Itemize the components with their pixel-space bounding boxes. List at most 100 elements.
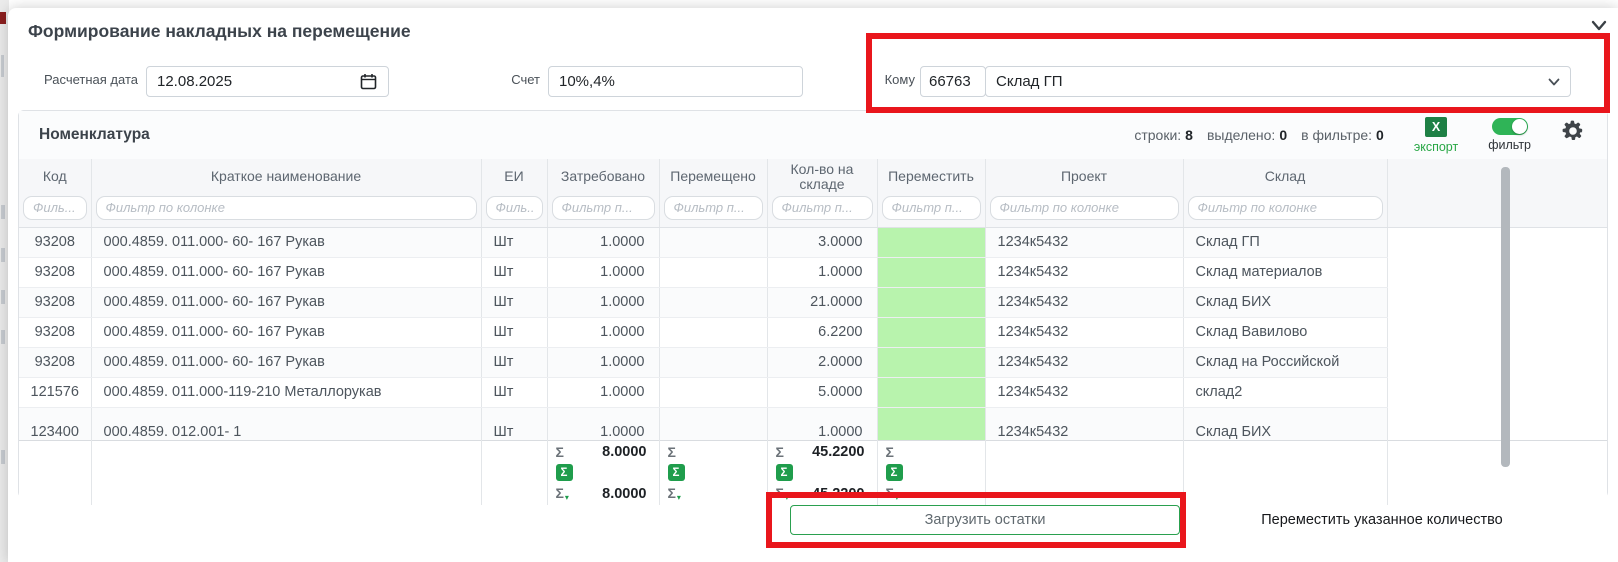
cell-project: 1234к5432 <box>985 317 1184 348</box>
column-header-проект[interactable]: Проект <box>985 159 1184 195</box>
account-label: Счет <box>511 72 540 87</box>
grid-stats: строки: 8 выделено: 0 в фильтре: 0 <box>1134 127 1384 143</box>
cell-warehouse: Склад БИХ <box>1183 407 1388 440</box>
column-header-краткое-наименование[interactable]: Краткое наименование <box>91 159 482 195</box>
filter-input-затребовано[interactable] <box>551 195 655 220</box>
cell-stock: 2.0000 <box>767 347 878 378</box>
sum-icon: Σ <box>775 443 784 460</box>
sum-button[interactable]: Σ <box>667 464 685 482</box>
cell-stock: 1.0000 <box>767 407 878 440</box>
filter-input-переместить[interactable] <box>881 195 981 220</box>
table-row[interactable]: 93208 000.4859. 011.000- 60- 167 Рукав Шт 1… <box>19 317 1607 348</box>
sum-button[interactable]: Σ <box>775 464 793 482</box>
cell-unit: Шт <box>481 257 548 288</box>
background-page-sliver <box>0 0 9 562</box>
move-quantity-button[interactable]: Переместить указанное количество <box>1192 505 1572 535</box>
table-row[interactable]: 123400 000.4859. 012.001- 1 Шт 1.0000 1.0000… <box>19 407 1607 440</box>
column-header-кол-во-на-складе[interactable]: Кол-во на складе <box>767 159 878 195</box>
table-row[interactable]: 93208 000.4859. 011.000- 60- 167 Рукав Шт 1… <box>19 227 1607 258</box>
sum-button[interactable]: Σ <box>555 464 573 482</box>
cell-code: 93208 <box>19 347 92 378</box>
cell-project: 1234к5432 <box>985 347 1184 378</box>
filter-toggle[interactable]: фильтр <box>1488 118 1531 152</box>
column-header-склад[interactable]: Склад <box>1183 159 1388 195</box>
excel-export-button[interactable]: X экспорт <box>1414 116 1458 154</box>
cell-move[interactable] <box>877 227 986 258</box>
filler-cell <box>1387 439 1607 505</box>
cell-move[interactable] <box>877 377 986 408</box>
table-row[interactable]: 93208 000.4859. 011.000- 60- 167 Рукав Шт 1… <box>19 287 1607 318</box>
cell-unit: Шт <box>481 287 548 318</box>
filter-input-проект[interactable] <box>989 195 1179 220</box>
cell-warehouse: Склад ГП <box>1183 227 1388 258</box>
cell-name: 000.4859. 012.001- 1 <box>91 407 482 440</box>
cell-move[interactable] <box>877 287 986 318</box>
cell-project: 1234к5432 <box>985 377 1184 408</box>
summary-cell-moved: Σ Σ Σ▾ <box>659 439 768 505</box>
cell-stock: 1.0000 <box>767 257 878 288</box>
cell-move[interactable] <box>877 347 986 378</box>
load-remainders-button[interactable]: Загрузить остатки <box>790 505 1180 535</box>
table-row[interactable]: 121576 000.4859. 011.000-119-210 Металлор… <box>19 377 1607 408</box>
calendar-icon[interactable] <box>360 73 377 90</box>
cell-move[interactable] <box>877 407 986 440</box>
filler-cell <box>1387 159 1607 195</box>
gear-icon[interactable] <box>1561 119 1585 148</box>
cell-code: 93208 <box>19 257 92 288</box>
column-header-код[interactable]: Код <box>19 159 92 195</box>
table-row[interactable]: 93208 000.4859. 011.000- 60- 167 Рукав Шт 1… <box>19 257 1607 288</box>
cell-move[interactable] <box>877 317 986 348</box>
panel-title: Номенклатура <box>39 126 150 143</box>
column-header-еи[interactable]: ЕИ <box>481 159 548 195</box>
filler-cell <box>1387 195 1607 228</box>
sum-icon: Σ <box>555 443 564 460</box>
cell-stock: 3.0000 <box>767 227 878 258</box>
filler-cell <box>1387 257 1607 287</box>
cell-requested: 1.0000 <box>547 347 660 378</box>
cell-moved <box>659 377 768 408</box>
filtered-sum-icon: Σ▾ <box>775 485 789 503</box>
summary-cell-stock: Σ 45.2200 Σ Σ▾ 45.2200 <box>767 439 878 505</box>
chevron-down-icon <box>1548 78 1560 86</box>
cell-stock: 6.2200 <box>767 317 878 348</box>
column-header-затребовано[interactable]: Затребовано <box>547 159 660 195</box>
table-row[interactable]: 93208 000.4859. 011.000- 60- 167 Рукав Шт 1… <box>19 347 1607 378</box>
cell-moved <box>659 407 768 440</box>
cell-project: 1234к5432 <box>985 407 1184 440</box>
cell-warehouse: Склад на Российской <box>1183 347 1388 378</box>
filter-input-краткое-наименование[interactable] <box>95 195 477 220</box>
cell-project: 1234к5432 <box>985 257 1184 288</box>
cell-warehouse: Склад материалов <box>1183 257 1388 288</box>
filtered-sum-value: 45.2200 <box>812 485 865 502</box>
to-code-input[interactable] <box>920 66 986 97</box>
column-header-перемещено[interactable]: Перемещено <box>659 159 768 195</box>
cell-requested: 1.0000 <box>547 407 660 440</box>
cell-requested: 1.0000 <box>547 287 660 318</box>
cell-moved <box>659 287 768 318</box>
filter-input-перемещено[interactable] <box>663 195 763 220</box>
cell-move[interactable] <box>877 257 986 288</box>
filter-input-склад[interactable] <box>1187 195 1383 220</box>
filter-input-еи[interactable] <box>485 195 543 220</box>
cell-unit: Шт <box>481 347 548 378</box>
close-icon[interactable] <box>1588 14 1610 36</box>
summary-cell-warehouse <box>1183 439 1388 505</box>
cell-requested: 1.0000 <box>547 377 660 408</box>
cell-stock: 21.0000 <box>767 287 878 318</box>
filter-input-кол-во-на-складе[interactable] <box>771 195 873 220</box>
filter-input-код[interactable] <box>23 195 87 220</box>
cell-name: 000.4859. 011.000-119-210 Металлорукав <box>91 377 482 408</box>
rows-count: 8 <box>1185 127 1193 143</box>
account-input[interactable] <box>548 66 803 97</box>
excel-icon: X <box>1425 116 1448 137</box>
date-input[interactable] <box>146 66 389 97</box>
to-warehouse-select[interactable]: Склад ГП <box>985 66 1571 97</box>
cell-moved <box>659 227 768 258</box>
cell-moved <box>659 347 768 378</box>
nomenclature-table: Код Краткое наименование ЕИ Затребовано Пере… <box>19 159 1607 505</box>
column-header-переместить[interactable]: Переместить <box>877 159 986 195</box>
cell-name: 000.4859. 011.000- 60- 167 Рукав <box>91 347 482 378</box>
sum-button[interactable]: Σ <box>885 464 903 482</box>
cell-code: 93208 <box>19 317 92 348</box>
vertical-scrollbar[interactable] <box>1501 167 1510 467</box>
